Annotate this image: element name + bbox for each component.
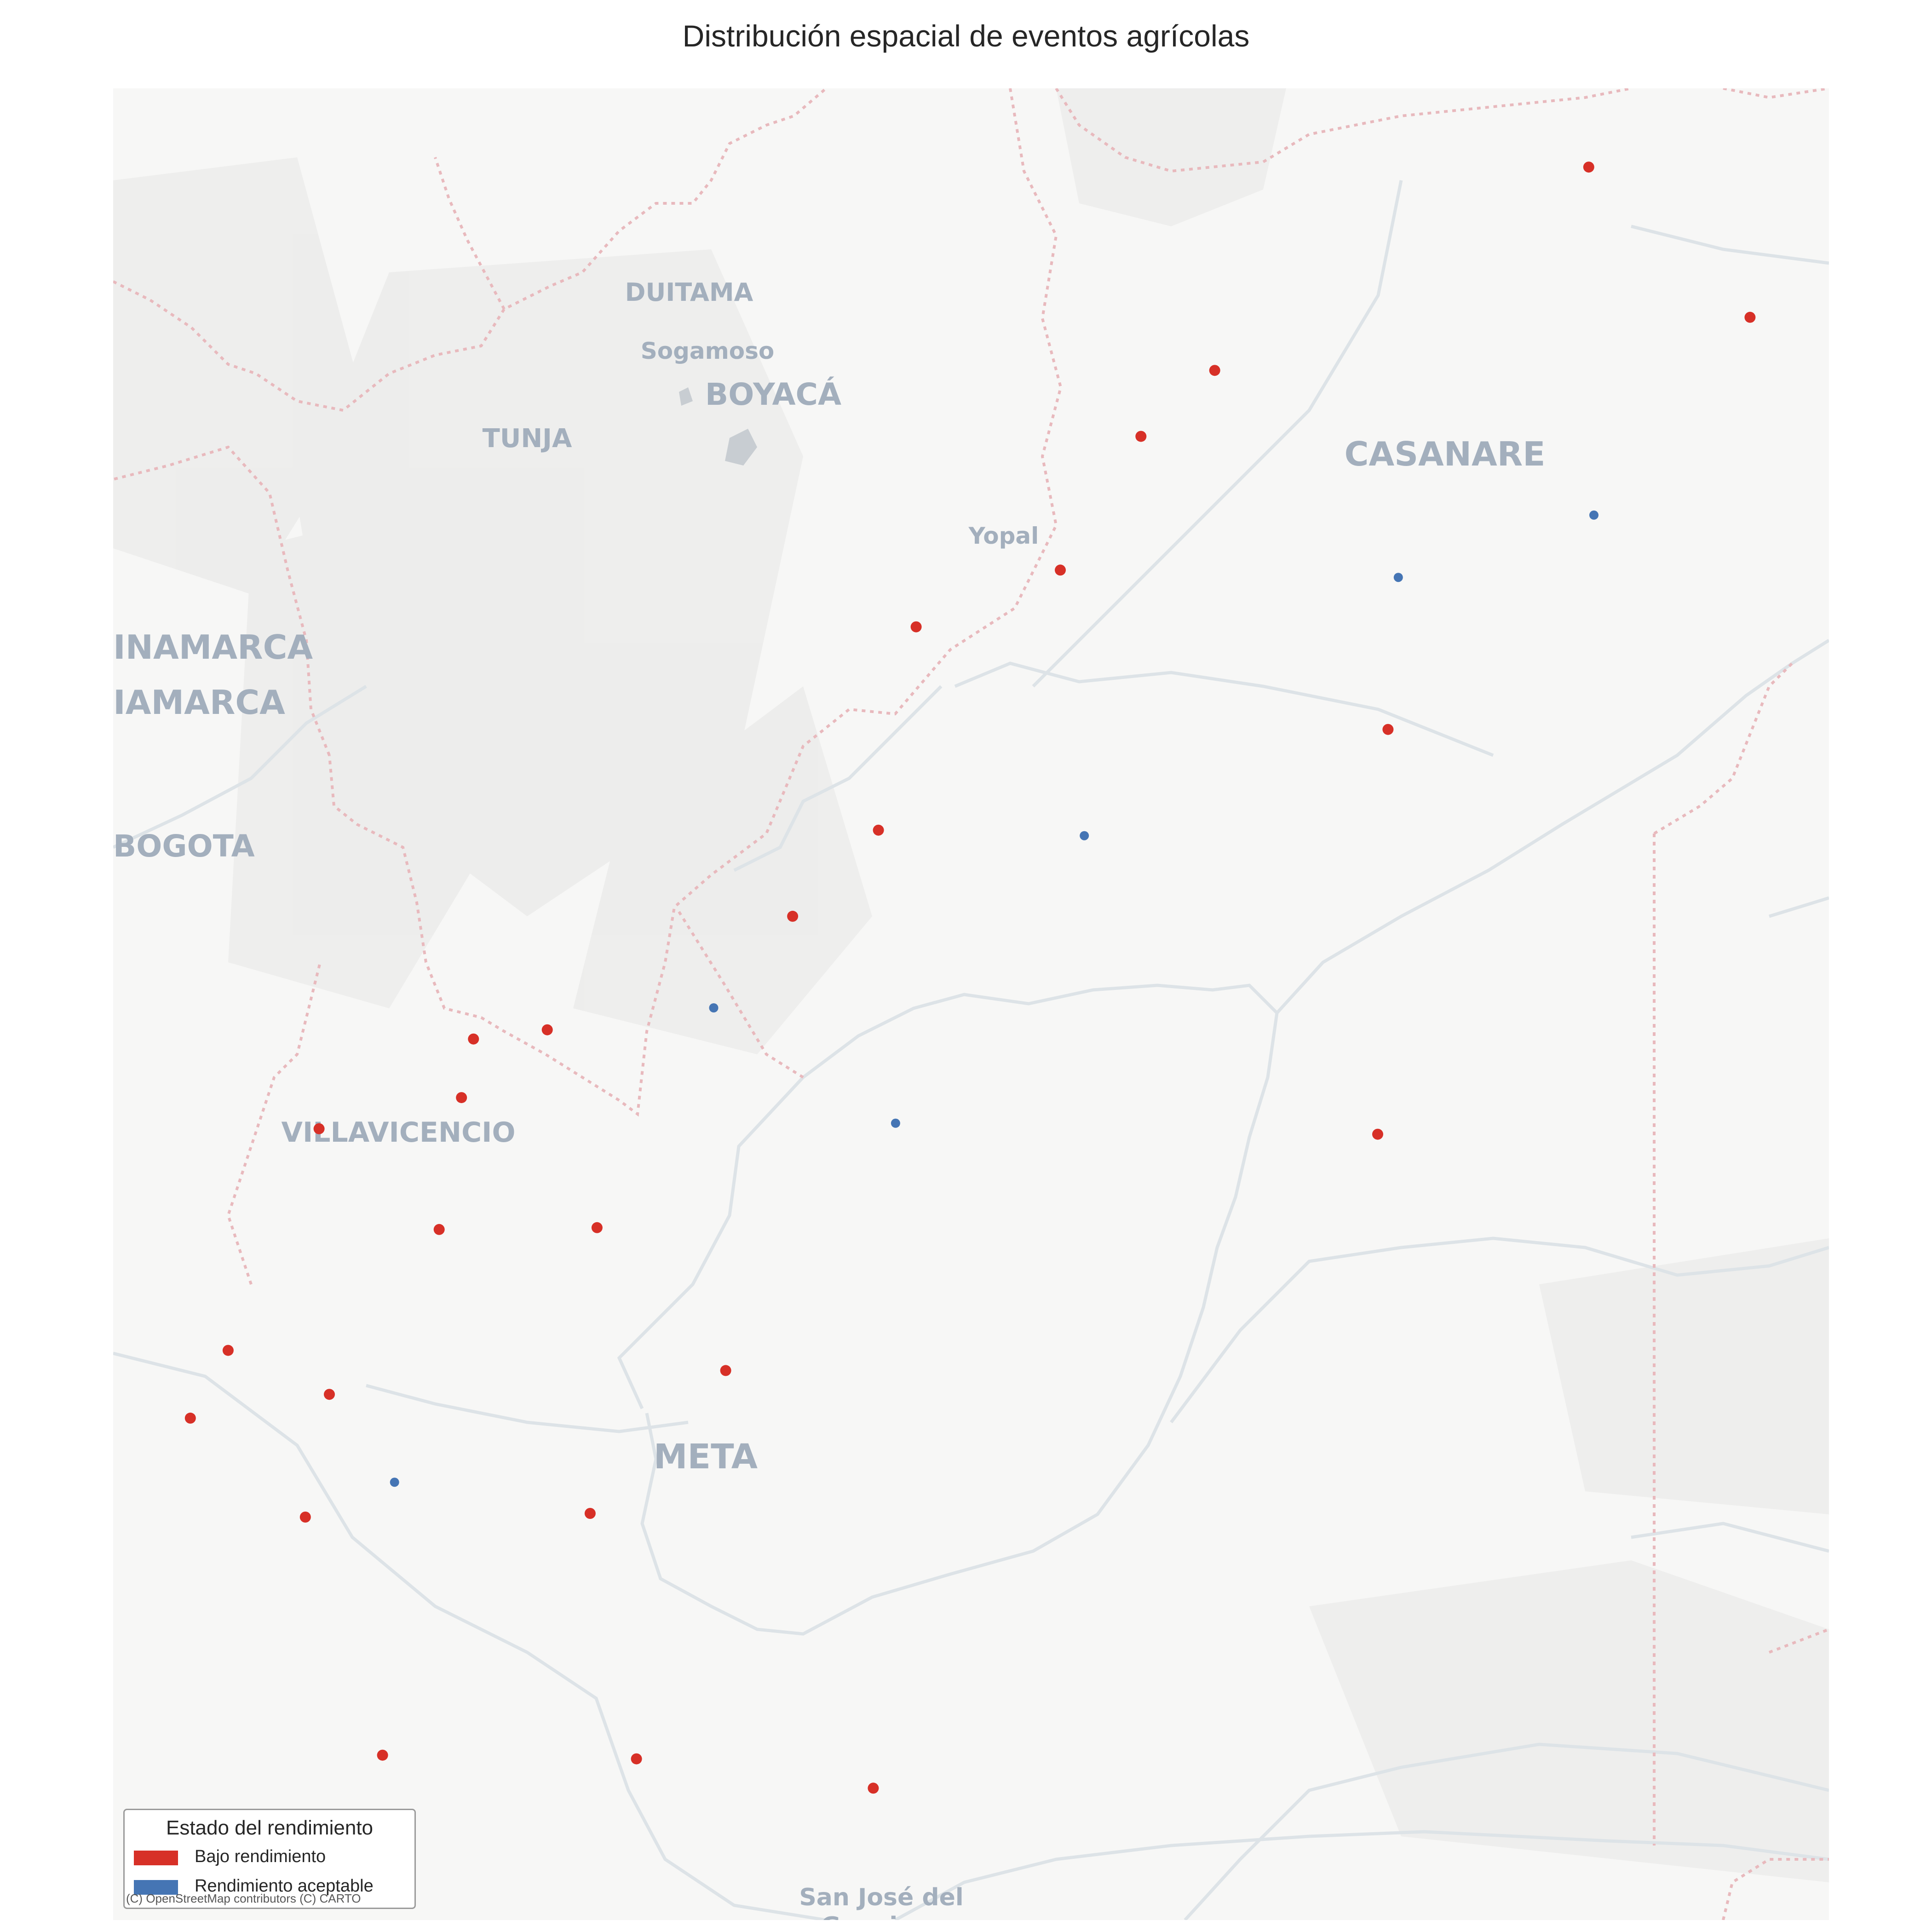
point-aceptable-2[interactable] bbox=[1080, 831, 1089, 840]
label-san-jose: San José del bbox=[799, 1884, 963, 1911]
point-bajo-5[interactable] bbox=[910, 621, 922, 632]
point-bajo-18[interactable] bbox=[184, 1412, 196, 1424]
label-casanare: CASANARE bbox=[1345, 435, 1546, 473]
point-bajo-16[interactable] bbox=[222, 1345, 234, 1356]
point-bajo-2[interactable] bbox=[1209, 365, 1220, 376]
point-bajo-13[interactable] bbox=[1372, 1128, 1383, 1140]
map-panel[interactable]: DUITAMA Sogamoso BOYACÁ TUNJA CASANARE Y… bbox=[113, 88, 1829, 1920]
point-bajo-8[interactable] bbox=[787, 910, 799, 922]
label-tunja: TUNJA bbox=[483, 424, 572, 454]
legend-label-bajo: Bajo rendimiento bbox=[195, 1847, 326, 1866]
point-bajo-20[interactable] bbox=[299, 1512, 311, 1523]
point-bajo-17[interactable] bbox=[324, 1389, 335, 1400]
point-bajo-23[interactable] bbox=[631, 1753, 642, 1765]
label-sogamoso: Sogamoso bbox=[641, 338, 774, 364]
label-guaviare: Guaviare bbox=[821, 1912, 942, 1920]
lakes bbox=[679, 387, 757, 466]
point-bajo-21[interactable] bbox=[584, 1508, 596, 1519]
point-aceptable-3[interactable] bbox=[709, 1003, 719, 1012]
point-aceptable-1[interactable] bbox=[1393, 573, 1403, 582]
point-bajo-6[interactable] bbox=[1382, 724, 1394, 735]
label-cundinamarca: INAMARCA bbox=[113, 628, 313, 667]
legend: Estado del rendimiento Bajo rendimiento … bbox=[123, 1809, 416, 1909]
point-bajo-9[interactable] bbox=[468, 1033, 479, 1045]
label-meta: META bbox=[654, 1437, 758, 1477]
place-labels: DUITAMA Sogamoso BOYACÁ TUNJA CASANARE Y… bbox=[113, 278, 1545, 1920]
point-bajo-22[interactable] bbox=[377, 1749, 388, 1761]
legend-label-aceptable: Rendimiento aceptable bbox=[195, 1876, 374, 1896]
legend-title: Estado del rendimiento bbox=[166, 1817, 374, 1839]
point-bajo-19[interactable] bbox=[720, 1365, 731, 1376]
legend-swatch-aceptable bbox=[134, 1880, 178, 1895]
point-bajo-12[interactable] bbox=[313, 1123, 325, 1134]
terrain-relief bbox=[113, 88, 1829, 1882]
map-attribution: (C) OpenStreetMap contributors (C) CARTO bbox=[126, 1892, 361, 1905]
point-aceptable-5[interactable] bbox=[390, 1478, 399, 1487]
rivers bbox=[113, 180, 1829, 1920]
label-duitama: DUITAMA bbox=[625, 278, 753, 307]
event-points bbox=[184, 161, 1756, 1794]
point-bajo-3[interactable] bbox=[1135, 431, 1147, 442]
chart-title: Distribución espacial de eventos agrícol… bbox=[682, 19, 1250, 53]
point-bajo-0[interactable] bbox=[1583, 161, 1594, 173]
basemap: DUITAMA Sogamoso BOYACÁ TUNJA CASANARE Y… bbox=[113, 88, 1829, 1920]
point-bajo-1[interactable] bbox=[1744, 311, 1756, 323]
point-bajo-11[interactable] bbox=[456, 1092, 467, 1104]
label-yopal: Yopal bbox=[968, 523, 1039, 549]
point-bajo-14[interactable] bbox=[433, 1224, 445, 1235]
legend-swatch-bajo bbox=[134, 1851, 178, 1865]
point-bajo-15[interactable] bbox=[591, 1222, 603, 1233]
point-bajo-10[interactable] bbox=[541, 1024, 553, 1035]
point-aceptable-0[interactable] bbox=[1589, 510, 1598, 520]
point-bajo-4[interactable] bbox=[1055, 564, 1066, 576]
point-aceptable-4[interactable] bbox=[891, 1118, 900, 1128]
admin-boundaries bbox=[113, 88, 1829, 1920]
label-boyaca: BOYACÁ bbox=[705, 376, 841, 412]
label-bogota: BOGOTA bbox=[113, 828, 255, 864]
point-bajo-24[interactable] bbox=[868, 1782, 879, 1794]
point-bajo-7[interactable] bbox=[873, 824, 884, 836]
label-cundinamarca-2: IAMARCA bbox=[113, 683, 285, 722]
